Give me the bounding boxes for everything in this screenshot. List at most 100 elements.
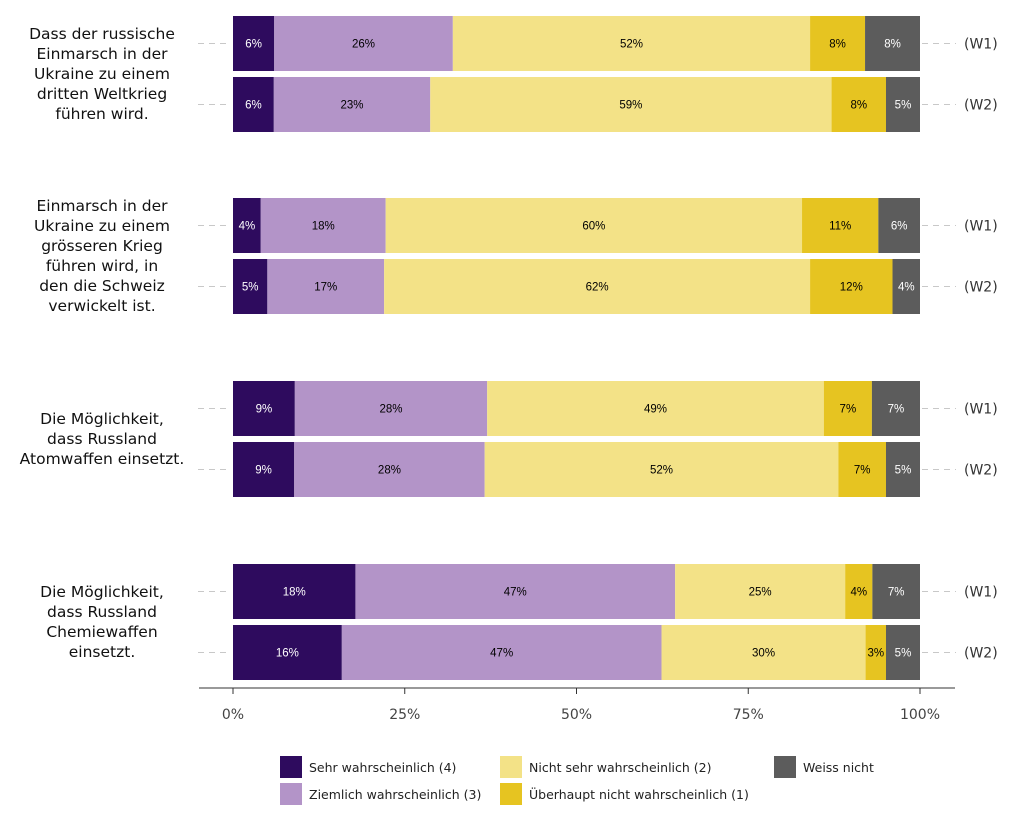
bar-segment xyxy=(845,564,873,619)
bar-data-label: 26% xyxy=(352,39,375,51)
bar-data-label: 8% xyxy=(884,39,901,51)
question-label: Die Möglichkeit, dass Russland Chemiewaffe… xyxy=(40,583,164,661)
wave-label: (W1) xyxy=(964,37,998,53)
bar-segment xyxy=(871,381,920,436)
x-tick-label: 25% xyxy=(389,707,420,723)
bar-segment xyxy=(823,381,872,436)
x-tick-label: 100% xyxy=(900,707,940,723)
question-label-line: führen wird. xyxy=(55,105,148,123)
bar-data-label: 5% xyxy=(895,100,912,112)
bar-data-label: 17% xyxy=(314,282,337,294)
bar-segment xyxy=(384,259,811,314)
bar-data-label: 8% xyxy=(829,39,846,51)
bar-data-label: 16% xyxy=(276,648,299,660)
bar-data-label: 5% xyxy=(895,465,912,477)
question-label-line: Atomwaffen einsetzt. xyxy=(20,450,185,468)
bar-segment xyxy=(831,77,886,132)
legend: Sehr wahrscheinlich (4) Ziemlich wahrsch… xyxy=(280,756,920,806)
question-label: Die Möglichkeit, dass Russland Atomwaffen … xyxy=(20,410,185,468)
legend-label: Ziemlich wahrscheinlich (3) xyxy=(309,786,482,802)
bar-segment xyxy=(885,625,920,680)
bar-data-label: 9% xyxy=(256,404,273,416)
bar-segment xyxy=(810,16,866,71)
wave-label: (W1) xyxy=(964,402,998,418)
bar-data-label: 5% xyxy=(895,648,912,660)
x-tick-label: 50% xyxy=(561,707,592,723)
bar-data-label: 7% xyxy=(888,587,905,599)
question-label-line: dass Russland xyxy=(47,603,157,621)
bar-data-label: 6% xyxy=(891,221,908,233)
bar-segment xyxy=(484,442,839,497)
question-label-line: führen wird, in xyxy=(46,257,158,275)
legend-swatch xyxy=(280,783,302,805)
bar-data-label: 52% xyxy=(620,39,643,51)
bar-segment xyxy=(233,625,342,680)
question-label-line: dass Russland xyxy=(47,430,157,448)
wave-label: (W1) xyxy=(964,219,998,235)
guide-lines xyxy=(198,43,956,653)
bar-segment xyxy=(233,259,268,314)
bar-data-label: 7% xyxy=(840,404,857,416)
legend-swatch xyxy=(774,756,796,778)
bar-data-label: 8% xyxy=(850,100,867,112)
bar-segment xyxy=(430,77,832,132)
legend-label: Überhaupt nicht wahrscheinlich (1) xyxy=(529,786,749,802)
bar-data-label: 6% xyxy=(245,100,262,112)
question-label-line: verwickelt ist. xyxy=(48,297,155,315)
legend-label: Weiss nicht xyxy=(803,759,874,775)
question-label-line: Ukraine zu einem xyxy=(34,217,170,235)
bar-segment xyxy=(294,381,488,436)
bar-data-label: 6% xyxy=(245,39,262,51)
bar-segment xyxy=(838,442,886,497)
bar-segment xyxy=(233,16,275,71)
bar-segment xyxy=(661,625,866,680)
legend-item-weiss-nicht: Weiss nicht xyxy=(774,756,874,778)
bar-data-label: 3% xyxy=(867,648,884,660)
bar-data-label: 18% xyxy=(312,221,335,233)
wave-label: (W2) xyxy=(964,646,998,662)
bar-segment xyxy=(675,564,846,619)
bar-data-label: 52% xyxy=(650,465,673,477)
bar-data-label: 7% xyxy=(854,465,871,477)
wave-label: (W2) xyxy=(964,98,998,114)
question-label-line: Einmarsch in der xyxy=(36,45,168,63)
bar-data-label: 25% xyxy=(749,587,772,599)
bar-data-label: 23% xyxy=(341,100,364,112)
question-label-line: Ukraine zu einem xyxy=(34,65,170,83)
wave-label: (W2) xyxy=(964,463,998,479)
bar-segment xyxy=(273,77,431,132)
wave-labels: (W1) (W2) (W1) (W2) (W1) (W2) (W1) (W2) xyxy=(964,37,998,662)
bar-segment xyxy=(355,564,676,619)
bar-segment xyxy=(233,77,274,132)
bar-data-label: 12% xyxy=(840,282,863,294)
bar-data-label: 60% xyxy=(582,221,605,233)
legend-swatch xyxy=(500,756,522,778)
x-axis: 0% 25% 50% 75% 100% xyxy=(199,687,955,723)
legend-item-nicht-sehr: Nicht sehr wahrscheinlich (2) xyxy=(500,756,712,778)
wave-label: (W1) xyxy=(964,585,998,601)
bars-layer: 6% 26% 52% 8% 8% 6% 23% 59% 8% 5% 4% 18% 60% 11% 6% 5% 1… xyxy=(233,16,920,680)
question-label-line: Dass der russische xyxy=(29,25,175,43)
legend-swatch xyxy=(500,783,522,805)
bar-segment xyxy=(810,259,893,314)
bar-data-label: 7% xyxy=(888,404,905,416)
bar-segment xyxy=(341,625,662,680)
legend-item-ueberhaupt-nicht: Überhaupt nicht wahrscheinlich (1) xyxy=(500,783,749,805)
x-tick-label: 0% xyxy=(222,707,244,723)
bar-data-label: 9% xyxy=(255,465,272,477)
legend-label: Nicht sehr wahrscheinlich (2) xyxy=(529,759,712,775)
bar-segment xyxy=(267,259,385,314)
bar-segment xyxy=(865,625,886,680)
bar-segment xyxy=(260,198,386,253)
question-label-line: Die Möglichkeit, xyxy=(40,410,164,428)
bar-data-label: 47% xyxy=(504,587,527,599)
question-label-line: Die Möglichkeit, xyxy=(40,583,164,601)
question-label-line: grösseren Krieg xyxy=(41,237,163,255)
question-label-line: Chemiewaffen xyxy=(46,623,157,641)
bar-segment xyxy=(274,16,453,71)
legend-item-sehr: Sehr wahrscheinlich (4) xyxy=(280,756,456,778)
bar-segment xyxy=(878,198,920,253)
bar-segment xyxy=(294,442,485,497)
bar-data-label: 4% xyxy=(239,221,256,233)
